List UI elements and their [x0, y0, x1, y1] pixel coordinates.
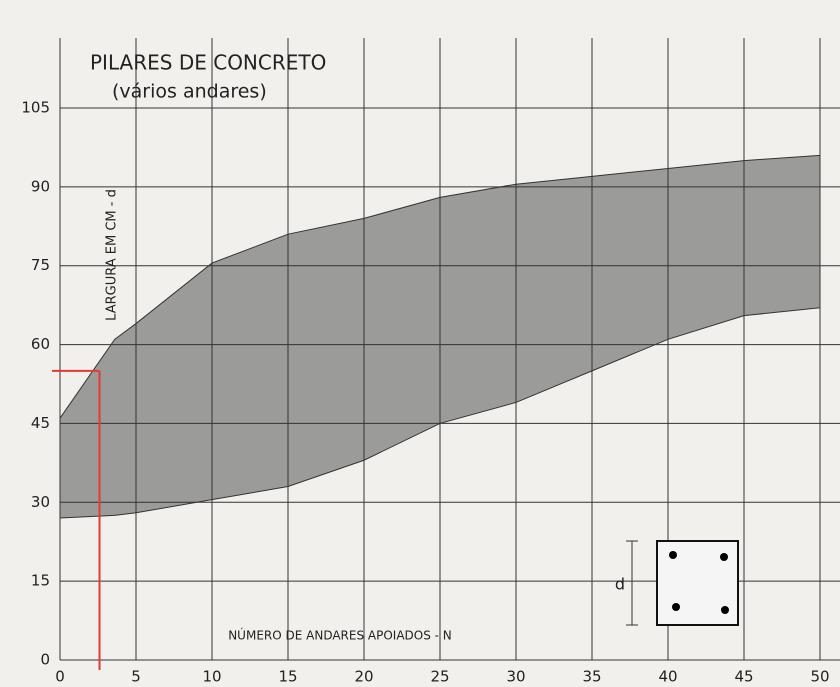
upper-bound-line — [59, 154, 821, 419]
chart-title: PILARES DE CONCRETO — [90, 51, 326, 75]
chart-subtitle: (vários andares) — [112, 81, 267, 103]
lower-bound-line — [59, 307, 821, 519]
y-tick-label: 45 — [31, 414, 50, 432]
y-tick-label: 15 — [31, 572, 50, 590]
x-tick-label: 10 — [202, 668, 221, 686]
x-axis-label: NÚMERO DE ANDARES APOIADOS - N — [228, 628, 452, 643]
y-tick-label: 75 — [31, 256, 50, 274]
x-tick-label: 25 — [430, 668, 449, 686]
x-tick-label: 35 — [582, 668, 601, 686]
y-tick-label: 90 — [31, 177, 50, 195]
y-tick-label: 105 — [21, 99, 50, 117]
x-tick-label: 15 — [278, 668, 297, 686]
y-tick-label: 60 — [31, 335, 50, 353]
rebar — [669, 551, 677, 559]
y-tick-label: 30 — [31, 493, 50, 511]
x-tick-label: 0 — [55, 668, 65, 686]
rebar — [721, 606, 729, 614]
y-tick-label: 0 — [40, 651, 50, 669]
y-axis-label: LARGURA EM CM - d — [105, 189, 120, 321]
x-tick-label: 5 — [131, 668, 141, 686]
x-tick-label: 20 — [354, 668, 373, 686]
x-tick-label: 45 — [734, 668, 753, 686]
inset-label: d — [615, 575, 625, 594]
rebar — [720, 553, 728, 561]
x-tick-label: 50 — [810, 668, 829, 686]
inset-icon: d — [615, 540, 739, 626]
rebar — [672, 603, 680, 611]
x-tick-label: 30 — [506, 668, 525, 686]
x-tick-label: 40 — [658, 668, 677, 686]
